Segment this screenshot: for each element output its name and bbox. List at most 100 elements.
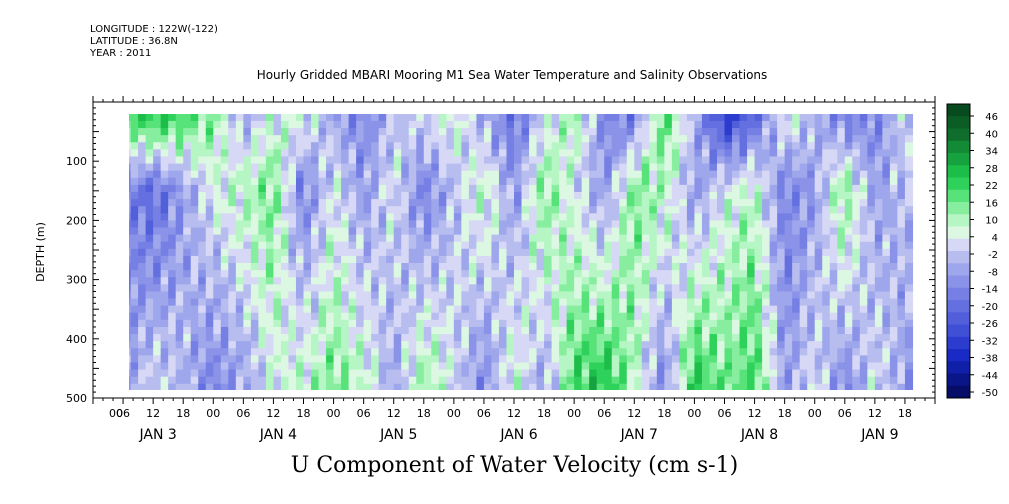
- heatmap-cell: [716, 369, 726, 378]
- heatmap-cell: [679, 312, 688, 321]
- heatmap-cell: [273, 319, 282, 328]
- colorbar-label: 40: [985, 129, 998, 140]
- heatmap-cell: [716, 177, 726, 186]
- heatmap-cell: [889, 206, 899, 214]
- heatmap-cell: [754, 255, 763, 264]
- heatmap-cell: [213, 298, 222, 307]
- heatmap-cell: [837, 305, 846, 314]
- heatmap-cell: [198, 326, 207, 335]
- heatmap-cell: [243, 277, 252, 285]
- heatmap-cell: [844, 263, 853, 271]
- heatmap-cell: [521, 312, 530, 321]
- heatmap-cell: [408, 220, 417, 229]
- heatmap-cell: [747, 163, 756, 172]
- heatmap-cell: [514, 220, 523, 229]
- heatmap-cell: [889, 120, 899, 129]
- heatmap-cell: [664, 128, 673, 136]
- heatmap-cell: [679, 277, 688, 285]
- heatmap-cell: [130, 170, 139, 179]
- heatmap-cell: [476, 191, 485, 200]
- heatmap-cell: [829, 255, 838, 264]
- heatmap-cell: [235, 334, 244, 342]
- heatmap-cell: [153, 170, 162, 179]
- heatmap-cell: [273, 128, 282, 136]
- heatmap-cell: [611, 319, 620, 328]
- heatmap-cell: [581, 170, 590, 179]
- heatmap-cell: [649, 149, 658, 158]
- heatmap-cell: [514, 234, 523, 243]
- heatmap-cell: [386, 312, 395, 321]
- heatmap-cell: [844, 348, 853, 356]
- heatmap-cell: [258, 184, 267, 193]
- heatmap-cell: [446, 326, 455, 335]
- heatmap-cell: [829, 326, 838, 335]
- heatmap-cell: [904, 142, 914, 150]
- heatmap-cell: [371, 184, 380, 193]
- heatmap-cell: [626, 241, 635, 250]
- heatmap-cell: [129, 334, 132, 342]
- heatmap-cell: [882, 348, 891, 356]
- heatmap-cell: [288, 284, 297, 293]
- heatmap-cell: [326, 277, 335, 285]
- heatmap-cell: [799, 220, 808, 229]
- heatmap-cell: [762, 156, 771, 165]
- heatmap-cell: [288, 184, 297, 193]
- heatmap-cell: [619, 142, 628, 150]
- heatmap-cell: [634, 128, 643, 136]
- heatmap-cell: [401, 156, 410, 165]
- heatmap-cell: [160, 383, 169, 390]
- x-day-label: JAN 8: [740, 427, 778, 443]
- heatmap-cell: [453, 170, 462, 179]
- heatmap-cell: [243, 270, 252, 278]
- heatmap-cell: [476, 220, 485, 229]
- heatmap-cell: [145, 270, 154, 278]
- heatmap-cell: [168, 270, 177, 278]
- heatmap-cell: [145, 277, 154, 285]
- heatmap-cell: [679, 170, 688, 179]
- heatmap-cell: [198, 135, 207, 143]
- heatmap-cell: [551, 241, 560, 250]
- x-day-label: JAN 9: [860, 427, 898, 443]
- heatmap-cell: [333, 355, 342, 364]
- heatmap-cell: [701, 142, 711, 150]
- heatmap-cell: [882, 177, 891, 186]
- heatmap-cell: [498, 135, 508, 143]
- heatmap-cell: [701, 135, 711, 143]
- heatmap-cell: [671, 355, 680, 364]
- heatmap-cell: [589, 263, 598, 271]
- colorbar-swatch: [947, 116, 970, 129]
- heatmap-cell: [318, 191, 327, 200]
- heatmap-cell: [559, 341, 568, 349]
- heatmap-cell: [416, 369, 425, 378]
- heatmap-cell: [363, 263, 372, 271]
- heatmap-cell: [129, 248, 132, 257]
- heatmap-cell: [491, 213, 500, 221]
- heatmap-cell: [468, 177, 478, 186]
- heatmap-cell: [378, 291, 387, 300]
- heatmap-cell: [724, 241, 733, 250]
- heatmap-cell: [498, 128, 508, 136]
- heatmap-cell: [243, 184, 252, 193]
- heatmap-cell: [769, 319, 778, 328]
- heatmap-cell: [129, 227, 132, 236]
- heatmap-cell: [371, 255, 380, 264]
- heatmap-cell: [686, 248, 696, 257]
- heatmap-cell: [739, 362, 748, 371]
- heatmap-cell: [874, 305, 883, 314]
- heatmap-cell: [686, 220, 696, 229]
- heatmap-cell: [814, 270, 823, 278]
- heatmap-cell: [273, 191, 282, 200]
- heatmap-cell: [784, 199, 793, 207]
- heatmap-cell: [326, 213, 335, 221]
- heatmap-cell: [491, 220, 500, 229]
- heatmap-cell: [852, 170, 861, 179]
- heatmap-cell: [882, 156, 891, 165]
- heatmap-cell: [295, 305, 305, 314]
- heatmap-cell: [589, 255, 598, 264]
- heatmap-cell: [566, 120, 575, 129]
- heatmap-cell: [837, 369, 846, 378]
- heatmap-cell: [265, 362, 275, 371]
- heatmap-cell: [807, 156, 816, 165]
- heatmap-cell: [566, 213, 575, 221]
- heatmap-cell: [326, 326, 335, 335]
